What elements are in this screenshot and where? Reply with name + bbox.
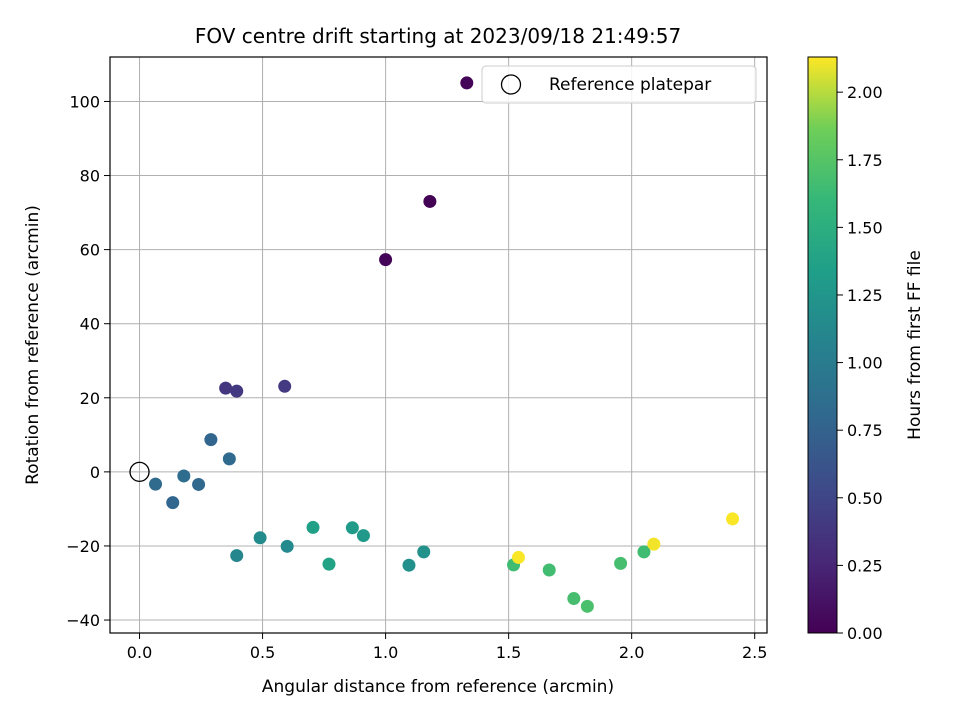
colorbar-tick-label-2: 0.50	[847, 489, 883, 508]
y-tick-label-2: 0	[90, 463, 100, 482]
colorbar-label: Hours from first FF file	[905, 250, 925, 440]
x-tick-label-4: 2.0	[619, 643, 644, 662]
reference-marker-group	[129, 461, 150, 483]
y-tick-label-7: 100	[69, 92, 100, 111]
colorbar-tick-label-4: 1.00	[847, 354, 883, 373]
x-tick-label-5: 2.5	[742, 643, 767, 662]
data-point-10	[177, 469, 191, 483]
plot-frame	[109, 56, 768, 634]
data-point-1	[423, 194, 437, 208]
grid	[110, 57, 767, 633]
data-point-5	[278, 379, 292, 393]
data-point-3	[219, 381, 233, 395]
data-point-13	[253, 531, 267, 545]
legend-reference-marker	[500, 74, 522, 95]
data-point-18	[356, 529, 370, 543]
x-tick-label-3: 1.5	[496, 643, 521, 662]
data-point-24	[567, 592, 581, 606]
y-tick-label-6: 80	[80, 167, 100, 186]
y-tick-label-0: −40	[66, 611, 100, 630]
data-point-22	[511, 550, 525, 564]
data-points	[149, 76, 740, 613]
colorbar-tick-label-5: 1.25	[847, 286, 883, 305]
y-tick-label-5: 60	[80, 241, 100, 260]
data-point-9	[166, 496, 180, 510]
data-point-6	[204, 433, 218, 447]
colorbar-tick-label-1: 0.25	[847, 556, 883, 575]
data-point-29	[726, 512, 740, 526]
data-point-4	[230, 384, 244, 398]
legend: Reference platepar	[481, 65, 757, 104]
data-point-17	[345, 521, 359, 535]
colorbar-tick-label-6: 1.50	[847, 218, 883, 237]
y-axis-label: Rotation from reference (arcmin)	[23, 205, 43, 485]
data-point-25	[580, 599, 594, 613]
x-tick-label-0: 0.0	[127, 643, 152, 662]
data-point-20	[417, 545, 431, 559]
data-point-2	[379, 253, 393, 267]
data-point-16	[322, 557, 336, 571]
colorbar-gradient	[807, 56, 838, 634]
data-point-14	[280, 539, 294, 553]
colorbar-tick-label-3: 0.75	[847, 421, 883, 440]
reference-marker	[129, 461, 150, 483]
data-point-15	[306, 520, 320, 534]
data-point-12	[230, 549, 244, 563]
data-point-0	[460, 76, 474, 90]
data-point-26	[614, 556, 628, 570]
data-point-7	[222, 452, 236, 466]
data-point-19	[402, 558, 416, 572]
y-tick-label-4: 40	[80, 315, 100, 334]
legend-reference-label: Reference platepar	[549, 75, 711, 95]
y-axis-ticks: −40 −20 0 20 40 60 80 100	[66, 92, 110, 630]
colorbar-tick-label-8: 2.00	[847, 83, 883, 102]
x-tick-label-2: 1.0	[373, 643, 398, 662]
colorbar-tick-label-7: 1.75	[847, 151, 883, 170]
colorbar-ticks: 0.00 0.25 0.50 0.75 1.00 1.25 1.50 1.75 2.00	[837, 83, 883, 643]
y-tick-label-3: 20	[80, 389, 100, 408]
legend-box	[481, 65, 757, 104]
x-axis-ticks: 0.0 0.5 1.0 1.5 2.0 2.5	[127, 633, 767, 662]
data-point-23	[542, 563, 556, 577]
chart-title: FOV centre drift starting at 2023/09/18 …	[195, 24, 681, 48]
x-axis-label: Angular distance from reference (arcmin)	[262, 677, 614, 697]
x-tick-label-1: 0.5	[250, 643, 275, 662]
data-point-11	[192, 477, 206, 491]
colorbar: 0.00 0.25 0.50 0.75 1.00 1.25 1.50 1.75 2.00 Hou…	[807, 56, 925, 643]
data-point-28	[647, 537, 661, 551]
colorbar-tick-label-0: 0.00	[847, 624, 883, 643]
y-tick-label-1: −20	[66, 537, 100, 556]
data-point-8	[149, 477, 163, 491]
data-point-27	[637, 545, 651, 559]
